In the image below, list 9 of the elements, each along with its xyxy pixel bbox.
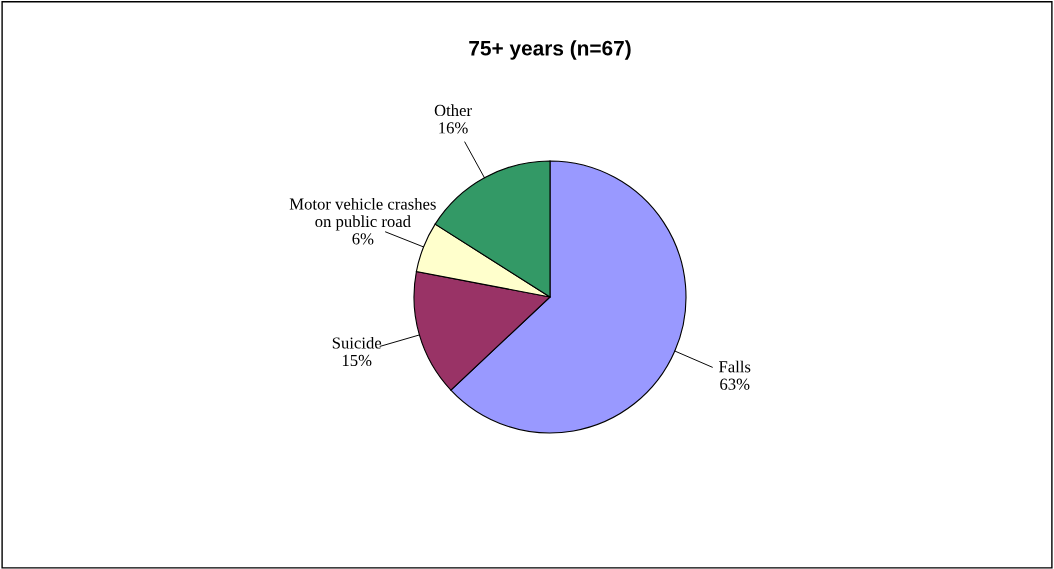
data-label: 15% <box>342 354 372 367</box>
data-label: 63% <box>720 378 750 390</box>
chart-title: 75+ years (n=67) <box>469 40 631 60</box>
data-label: 6% <box>352 233 374 245</box>
slice-label: Motor vehicle crashes on public road <box>289 197 436 231</box>
data-label: 16% <box>439 122 468 134</box>
slice-label: Falls <box>719 360 751 373</box>
slice-label: Other <box>434 104 472 117</box>
slice-label: Suicide <box>332 336 382 349</box>
